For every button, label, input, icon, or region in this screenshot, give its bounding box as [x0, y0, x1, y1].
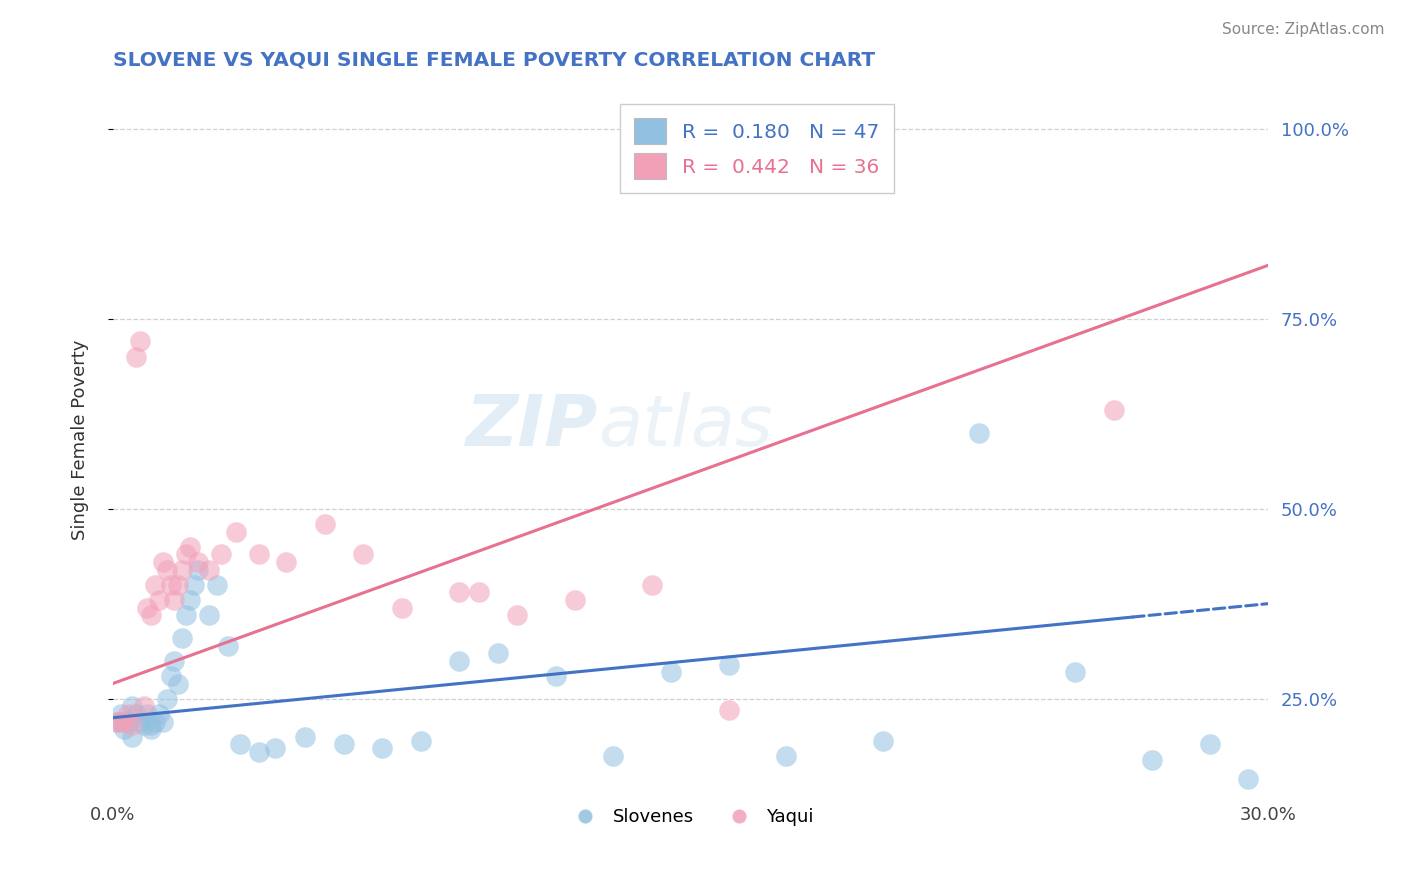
Point — [141, 718, 163, 732]
Point — [141, 608, 163, 623]
Point — [371, 741, 394, 756]
Point — [110, 706, 132, 721]
Point — [143, 714, 166, 729]
Point — [117, 714, 139, 729]
Point — [641, 577, 664, 591]
Point — [121, 718, 143, 732]
Point — [205, 577, 228, 591]
Point — [128, 714, 150, 729]
Point — [602, 748, 624, 763]
Point — [1064, 665, 1087, 679]
Point — [179, 540, 201, 554]
Point — [132, 699, 155, 714]
Point — [486, 646, 509, 660]
Point — [247, 547, 270, 561]
Point — [112, 722, 135, 736]
Point — [229, 737, 252, 751]
Point — [112, 714, 135, 729]
Text: ZIP: ZIP — [465, 392, 598, 461]
Point — [467, 585, 489, 599]
Point — [263, 741, 285, 756]
Point — [136, 706, 159, 721]
Point — [1237, 772, 1260, 786]
Point — [174, 608, 197, 623]
Point — [314, 516, 336, 531]
Point — [125, 350, 148, 364]
Point — [167, 676, 190, 690]
Text: atlas: atlas — [598, 392, 772, 461]
Point — [148, 593, 170, 607]
Point — [717, 657, 740, 672]
Point — [105, 714, 128, 729]
Point — [172, 562, 194, 576]
Point — [333, 737, 356, 751]
Point — [132, 718, 155, 732]
Point — [775, 748, 797, 763]
Point — [967, 425, 990, 440]
Point — [274, 555, 297, 569]
Point — [409, 733, 432, 747]
Point — [159, 669, 181, 683]
Point — [163, 654, 186, 668]
Point — [183, 577, 205, 591]
Point — [156, 562, 179, 576]
Point — [152, 555, 174, 569]
Point — [159, 577, 181, 591]
Point — [186, 555, 208, 569]
Point — [717, 703, 740, 717]
Point — [1140, 752, 1163, 766]
Point — [141, 722, 163, 736]
Point — [198, 562, 221, 576]
Point — [217, 639, 239, 653]
Point — [872, 733, 894, 747]
Point — [564, 593, 586, 607]
Text: Source: ZipAtlas.com: Source: ZipAtlas.com — [1222, 22, 1385, 37]
Point — [247, 745, 270, 759]
Point — [294, 730, 316, 744]
Point — [172, 631, 194, 645]
Point — [391, 600, 413, 615]
Point — [225, 524, 247, 539]
Point — [121, 730, 143, 744]
Point — [209, 547, 232, 561]
Point — [1102, 403, 1125, 417]
Point — [105, 714, 128, 729]
Point — [449, 585, 471, 599]
Point — [174, 547, 197, 561]
Point — [1199, 737, 1222, 751]
Point — [186, 562, 208, 576]
Point — [163, 593, 186, 607]
Point — [198, 608, 221, 623]
Point — [506, 608, 529, 623]
Point — [143, 577, 166, 591]
Point — [449, 654, 471, 668]
Point — [128, 334, 150, 349]
Point — [117, 706, 139, 721]
Point — [156, 691, 179, 706]
Point — [167, 577, 190, 591]
Legend: Slovenes, Yaqui: Slovenes, Yaqui — [560, 801, 821, 833]
Point — [148, 706, 170, 721]
Point — [179, 593, 201, 607]
Point — [125, 706, 148, 721]
Point — [110, 714, 132, 729]
Point — [544, 669, 567, 683]
Point — [152, 714, 174, 729]
Point — [136, 600, 159, 615]
Point — [659, 665, 682, 679]
Text: SLOVENE VS YAQUI SINGLE FEMALE POVERTY CORRELATION CHART: SLOVENE VS YAQUI SINGLE FEMALE POVERTY C… — [112, 51, 875, 70]
Point — [121, 699, 143, 714]
Y-axis label: Single Female Poverty: Single Female Poverty — [72, 340, 89, 541]
Point — [352, 547, 374, 561]
